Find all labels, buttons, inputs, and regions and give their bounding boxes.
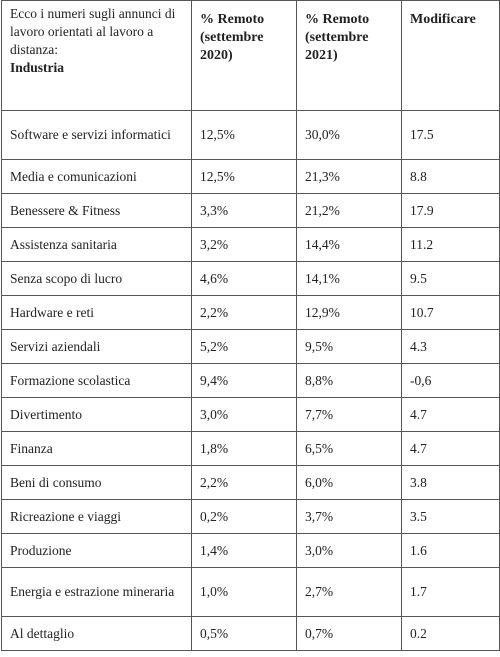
industry-cell: Al dettaglio <box>1 616 192 651</box>
value-cell: 0,7% <box>296 616 402 651</box>
value-cell: 9.5 <box>401 261 500 296</box>
value-cell: 12,9% <box>296 295 402 330</box>
value-cell: 1.6 <box>401 533 500 568</box>
table-row: Energia e estrazione mineraria 1,0% 2,7% 1.… <box>1 567 500 617</box>
industry-cell: Hardware e reti <box>1 295 192 330</box>
table-row: Benessere & Fitness 3,3% 21,2% 17.9 <box>1 193 500 228</box>
value-cell: 3,2% <box>191 227 297 262</box>
industry-cell: Produzione <box>1 533 192 568</box>
industry-cell: Assistenza sanitaria <box>1 227 192 262</box>
value-cell: 5,2% <box>191 329 297 364</box>
value-cell: 14,1% <box>296 261 402 296</box>
industry-cell: Servizi aziendali <box>1 329 192 364</box>
industry-cell: Finanza <box>1 431 192 466</box>
table-row: Ricreazione e viaggi 0,2% 3,7% 3.5 <box>1 499 500 534</box>
industry-cell: Divertimento <box>1 397 192 432</box>
value-cell: 2,7% <box>296 567 402 617</box>
value-cell: 1.7 <box>401 567 500 617</box>
value-cell: 4.7 <box>401 397 500 432</box>
value-cell: 9,5% <box>296 329 402 364</box>
value-cell: 14,4% <box>296 227 402 262</box>
header-intro: Ecco i numeri sugli annunci di lavoro or… <box>10 6 176 57</box>
industry-cell: Media e comunicazioni <box>1 159 192 194</box>
value-cell: 6,0% <box>296 465 402 500</box>
value-cell: 21,3% <box>296 159 402 194</box>
value-cell: 1,8% <box>191 431 297 466</box>
table-row: Al dettaglio 0,5% 0,7% 0.2 <box>1 616 500 651</box>
industry-cell: Ricreazione e viaggi <box>1 499 192 534</box>
value-cell: 3.5 <box>401 499 500 534</box>
table-row: Assistenza sanitaria 3,2% 14,4% 11.2 <box>1 227 500 262</box>
value-cell: 30,0% <box>296 110 402 160</box>
table-row: Finanza 1,8% 6,5% 4.7 <box>1 431 500 466</box>
value-cell: 7,7% <box>296 397 402 432</box>
value-cell: 11.2 <box>401 227 500 262</box>
value-cell: 0.2 <box>401 616 500 651</box>
value-cell: 4.7 <box>401 431 500 466</box>
value-cell: 2,2% <box>191 295 297 330</box>
value-cell: 1,4% <box>191 533 297 568</box>
table-row: Beni di consumo 2,2% 6,0% 3.8 <box>1 465 500 500</box>
industry-cell: Benessere & Fitness <box>1 193 192 228</box>
value-cell: 3,3% <box>191 193 297 228</box>
table-row: Formazione scolastica 9,4% 8,8% -0,6 <box>1 363 500 398</box>
table-row: Media e comunicazioni 12,5% 21,3% 8.8 <box>1 159 500 194</box>
value-cell: 2,2% <box>191 465 297 500</box>
header-row: Ecco i numeri sugli annunci di lavoro or… <box>1 0 500 111</box>
value-cell: 1,0% <box>191 567 297 617</box>
value-cell: 12,5% <box>191 110 297 160</box>
column-header: Modificare <box>401 0 500 111</box>
table-row: Servizi aziendali 5,2% 9,5% 4.3 <box>1 329 500 364</box>
value-cell: 12,5% <box>191 159 297 194</box>
value-cell: 8.8 <box>401 159 500 194</box>
industry-cell: Beni di consumo <box>1 465 192 500</box>
header-label: Industria <box>10 60 65 75</box>
value-cell: 0,2% <box>191 499 297 534</box>
value-cell: 8,8% <box>296 363 402 398</box>
value-cell: 0,5% <box>191 616 297 651</box>
value-cell: 3,0% <box>191 397 297 432</box>
value-cell: 10.7 <box>401 295 500 330</box>
industry-cell: Energia e estrazione mineraria <box>1 567 192 617</box>
value-cell: 3,7% <box>296 499 402 534</box>
industry-cell: Formazione scolastica <box>1 363 192 398</box>
value-cell: 21,2% <box>296 193 402 228</box>
industry-cell: Senza scopo di lucro <box>1 261 192 296</box>
value-cell: 6,5% <box>296 431 402 466</box>
table-row: Senza scopo di lucro 4,6% 14,1% 9.5 <box>1 261 500 296</box>
value-cell: 17.9 <box>401 193 500 228</box>
value-cell: 9,4% <box>191 363 297 398</box>
value-cell: 17.5 <box>401 110 500 160</box>
column-header: % Remoto (settembre 2021) <box>296 0 402 111</box>
value-cell: 4,6% <box>191 261 297 296</box>
value-cell: 3.8 <box>401 465 500 500</box>
value-cell: 4.3 <box>401 329 500 364</box>
value-cell: -0,6 <box>401 363 500 398</box>
table-row: Software e servizi informatici 12,5% 30,0%… <box>1 110 500 160</box>
table-row: Divertimento 3,0% 7,7% 4.7 <box>1 397 500 432</box>
table-row: Produzione 1,4% 3,0% 1.6 <box>1 533 500 568</box>
header-cell: Ecco i numeri sugli annunci di lavoro or… <box>1 0 192 111</box>
column-header: % Remoto (settembre 2020) <box>191 0 297 111</box>
table-row: Hardware e reti 2,2% 12,9% 10.7 <box>1 295 500 330</box>
industry-cell: Software e servizi informatici <box>1 110 192 160</box>
value-cell: 3,0% <box>296 533 402 568</box>
